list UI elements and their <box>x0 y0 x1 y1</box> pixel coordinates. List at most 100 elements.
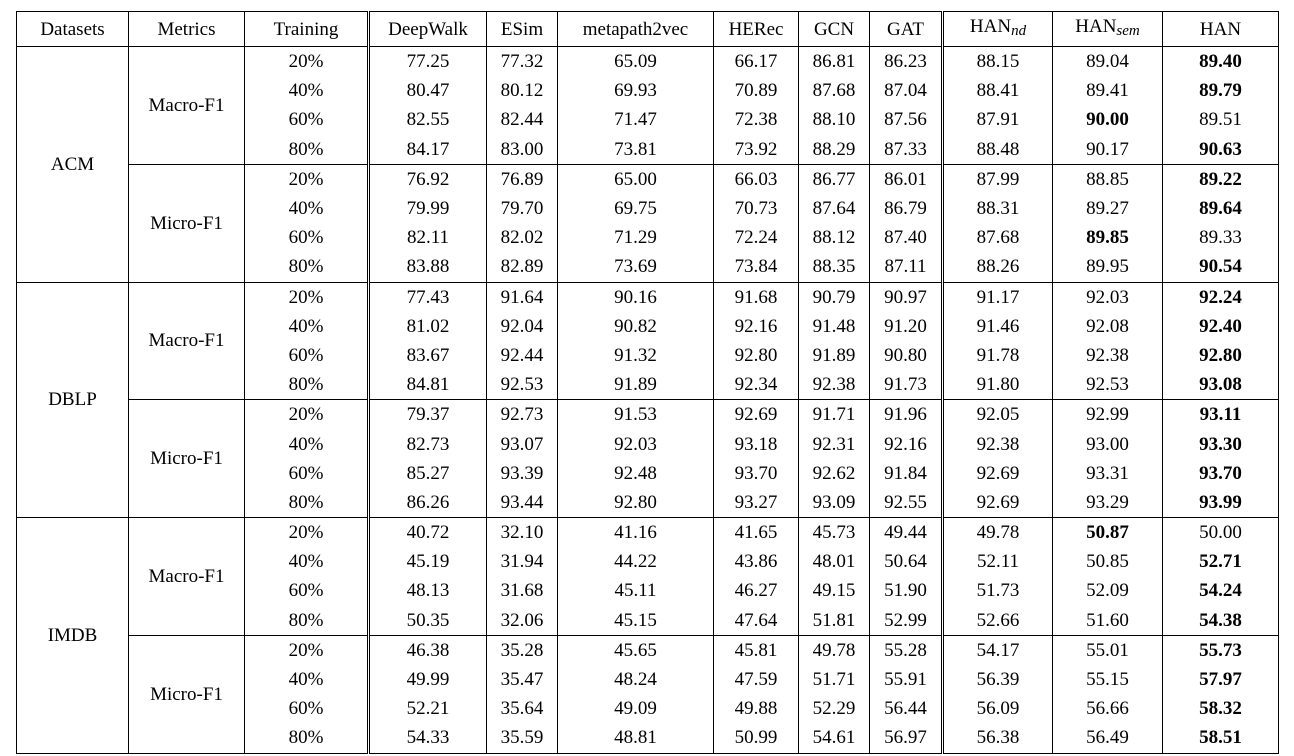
table-row: 80% 50.35 32.06 45.15 47.64 51.81 52.99 52.66 51… <box>17 605 1279 636</box>
value-cell: 65.09 <box>557 46 714 77</box>
value-cell: 88.41 <box>942 76 1053 106</box>
value-cell: 45.11 <box>557 576 714 606</box>
table-row: 80% 84.81 92.53 91.89 92.34 92.38 91.73 91.80 92… <box>17 370 1279 400</box>
table-row: 40% 45.19 31.94 44.22 43.86 48.01 50.64 52.11 50… <box>17 547 1279 577</box>
value-cell: 93.44 <box>486 487 558 518</box>
value-cell: 87.68 <box>798 76 870 106</box>
value-cell: 93.08 <box>1162 370 1279 400</box>
value-cell: 55.73 <box>1162 634 1279 665</box>
value-cell: 92.03 <box>557 429 714 459</box>
value-cell: 92.80 <box>1162 340 1279 371</box>
header-metapath2vec: metapath2vec <box>557 11 714 47</box>
value-cell: 90.79 <box>798 281 870 312</box>
value-cell: 92.38 <box>798 370 870 400</box>
value-cell: 55.28 <box>869 634 944 665</box>
value-cell: 92.16 <box>713 311 799 341</box>
value-cell: 73.92 <box>713 134 799 165</box>
value-cell: 89.95 <box>1052 252 1163 282</box>
training-cell: 80% <box>244 605 370 636</box>
value-cell: 54.38 <box>1162 605 1279 636</box>
value-cell: 52.71 <box>1162 547 1279 577</box>
value-cell: 88.15 <box>942 46 1053 77</box>
value-cell: 84.17 <box>368 134 487 165</box>
value-cell: 51.60 <box>1052 605 1163 636</box>
table-row: 80% 86.26 93.44 92.80 93.27 93.09 92.55 92.69 93… <box>17 487 1279 518</box>
value-cell: 90.97 <box>869 281 944 312</box>
value-cell: 89.22 <box>1162 163 1279 194</box>
value-cell: 56.39 <box>942 664 1053 695</box>
table-row: 80% 84.17 83.00 73.81 73.92 88.29 87.33 88.48 90… <box>17 134 1279 165</box>
value-cell: 80.12 <box>486 76 558 106</box>
header-han-nd-sub: nd <box>1011 23 1027 39</box>
value-cell: 87.64 <box>798 193 870 224</box>
value-cell: 93.18 <box>713 429 799 459</box>
value-cell: 86.77 <box>798 163 870 194</box>
value-cell: 55.01 <box>1052 634 1163 665</box>
value-cell: 82.89 <box>486 252 558 282</box>
table-row: IMDB Macro-F1 20% 40.72 32.10 41.16 41.65 45.73… <box>16 517 1279 754</box>
value-cell: 51.81 <box>798 605 870 636</box>
table-row: 40% 79.99 79.70 69.75 70.73 87.64 86.79 88.31 89… <box>17 193 1279 224</box>
value-cell: 50.35 <box>368 605 487 636</box>
value-cell: 55.91 <box>869 664 944 695</box>
value-cell: 86.79 <box>869 193 944 224</box>
table-row: 60% 48.13 31.68 45.11 46.27 49.15 51.90 51.73 52… <box>17 576 1279 606</box>
value-cell: 91.20 <box>869 311 944 341</box>
value-cell: 50.00 <box>1162 517 1279 548</box>
training-cell: 80% <box>244 252 370 282</box>
value-cell: 56.44 <box>869 694 944 724</box>
value-cell: 92.53 <box>1052 370 1163 400</box>
value-cell: 49.88 <box>713 694 799 724</box>
value-cell: 50.85 <box>1052 547 1163 577</box>
header-gat: GAT <box>869 11 944 47</box>
training-cell: 20% <box>244 46 370 77</box>
header-metrics: Metrics <box>128 11 245 47</box>
training-cell: 20% <box>244 281 370 312</box>
value-cell: 86.01 <box>869 163 944 194</box>
value-cell: 92.38 <box>942 429 1053 459</box>
training-cell: 60% <box>244 223 370 253</box>
value-cell: 45.15 <box>557 605 714 636</box>
value-cell: 48.01 <box>798 547 870 577</box>
metric-cell: Macro-F1 <box>128 46 245 165</box>
value-cell: 90.63 <box>1162 134 1279 165</box>
value-cell: 90.80 <box>869 340 944 371</box>
value-cell: 92.24 <box>1162 281 1279 312</box>
value-cell: 49.09 <box>557 694 714 724</box>
value-cell: 91.80 <box>942 370 1053 400</box>
value-cell: 91.89 <box>557 370 714 400</box>
value-cell: 89.64 <box>1162 193 1279 224</box>
value-cell: 83.88 <box>368 252 487 282</box>
value-cell: 35.47 <box>486 664 558 695</box>
value-cell: 93.29 <box>1052 487 1163 518</box>
value-cell: 50.64 <box>869 547 944 577</box>
table-row: 80% 83.88 82.89 73.69 73.84 88.35 87.11 88.26 89… <box>17 252 1279 282</box>
value-cell: 76.89 <box>486 163 558 194</box>
value-cell: 92.53 <box>486 370 558 400</box>
value-cell: 52.11 <box>942 547 1053 577</box>
value-cell: 92.80 <box>557 487 714 518</box>
metric-cell: Macro-F1 <box>128 281 245 400</box>
table-row: 60% 82.55 82.44 71.47 72.38 88.10 87.56 87.91 90… <box>17 105 1279 135</box>
training-cell: 80% <box>244 370 370 400</box>
value-cell: 88.12 <box>798 223 870 253</box>
value-cell: 66.17 <box>713 46 799 77</box>
value-cell: 51.73 <box>942 576 1053 606</box>
results-table: Datasets Metrics Training DeepWalk ESim … <box>16 11 1279 754</box>
value-cell: 65.00 <box>557 163 714 194</box>
value-cell: 87.40 <box>869 223 944 253</box>
header-han-sem-sub: sem <box>1116 23 1140 39</box>
value-cell: 46.38 <box>368 634 487 665</box>
value-cell: 79.70 <box>486 193 558 224</box>
header-han: HAN <box>1162 11 1279 47</box>
table-body: ACM Macro-F1 20% 77.25 77.32 65.09 66.17 86.81 8… <box>16 46 1279 754</box>
value-cell: 76.92 <box>368 163 487 194</box>
value-cell: 41.65 <box>713 517 799 548</box>
value-cell: 89.33 <box>1162 223 1279 253</box>
training-cell: 20% <box>244 399 370 430</box>
value-cell: 52.09 <box>1052 576 1163 606</box>
header-deepwalk: DeepWalk <box>368 11 487 47</box>
value-cell: 92.31 <box>798 429 870 459</box>
value-cell: 90.16 <box>557 281 714 312</box>
value-cell: 91.73 <box>869 370 944 400</box>
